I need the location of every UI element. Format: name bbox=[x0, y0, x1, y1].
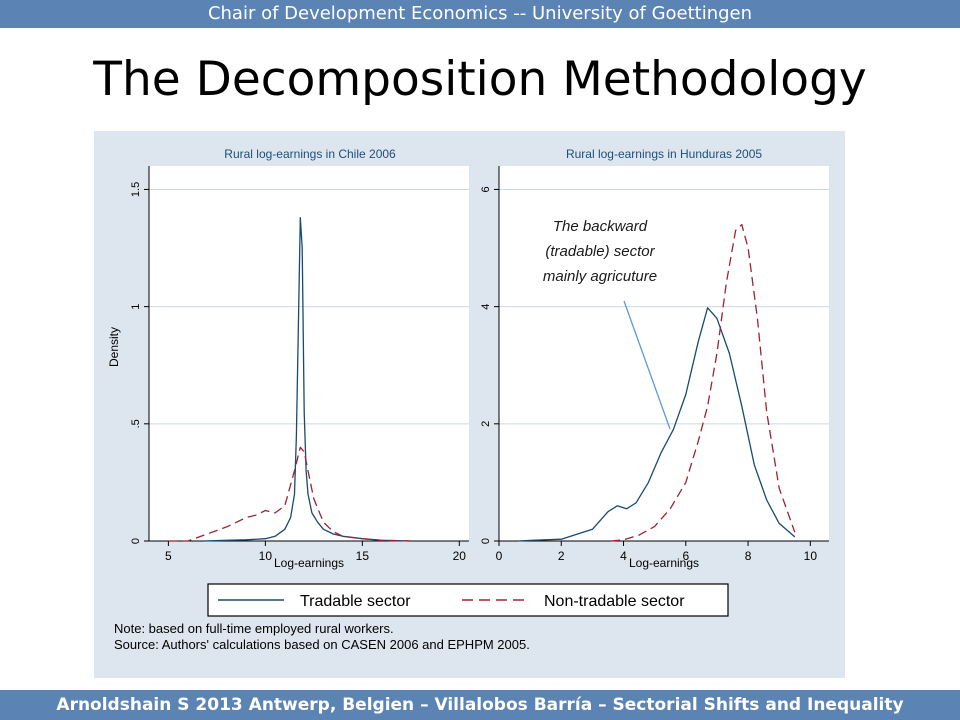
slide-title: The Decomposition Methodology bbox=[93, 52, 867, 107]
legend-non-tradable-label: Non-tradable sector bbox=[544, 593, 685, 610]
chile-y-tick-label: 0 bbox=[130, 538, 142, 544]
honduras-y-tick-label: 6 bbox=[480, 186, 492, 192]
honduras-tradable-line bbox=[517, 307, 796, 542]
chile-y-axis-label: Density bbox=[107, 327, 121, 367]
legend: Tradable sector Non-tradable sector bbox=[207, 583, 729, 617]
chile-x-tick-label: 15 bbox=[356, 549, 370, 563]
annotation-line-2: (tradable) sector bbox=[545, 243, 655, 260]
chile-non-tradable-line bbox=[168, 446, 411, 542]
annotation-pointer-line bbox=[623, 300, 671, 430]
header-bar: Chair of Development Economics -- Univer… bbox=[0, 0, 960, 28]
chile-panel: Rural log-earnings in Chile 2006 0 .5 1 1.5… bbox=[107, 147, 469, 570]
chile-plot-area bbox=[149, 166, 469, 541]
honduras-x-tick-label: 0 bbox=[496, 549, 503, 563]
honduras-x-tick-label: 2 bbox=[558, 549, 565, 563]
honduras-x-tick-label: 10 bbox=[804, 549, 818, 563]
chile-x-tick-label: 20 bbox=[453, 549, 467, 563]
honduras-y-tick-label: 0 bbox=[480, 538, 492, 544]
chile-y-tick-label: 1.5 bbox=[130, 182, 142, 197]
chile-tradable-line bbox=[203, 216, 411, 542]
chile-x-axis-label: Log-earnings bbox=[274, 556, 344, 570]
footer-bar: Arnoldshain S 2013 Antwerp, Belgien – Vi… bbox=[0, 690, 960, 720]
honduras-x-tick-label: 8 bbox=[745, 549, 752, 563]
honduras-x-tick-label: 4 bbox=[620, 549, 627, 563]
note-line-1: Note: based on full-time employed rural … bbox=[114, 621, 394, 636]
annotation-line-1: The backward bbox=[553, 218, 648, 235]
legend-tradable-label: Tradable sector bbox=[300, 593, 411, 610]
honduras-non-tradable-line bbox=[611, 223, 796, 542]
annotation-box bbox=[519, 209, 679, 289]
figure: Rural log-earnings in Chile 2006 0 .5 1 1.5… bbox=[94, 131, 845, 682]
annotation-line-3: mainly agricuture bbox=[543, 268, 657, 285]
chile-y-tick-label: 1 bbox=[130, 304, 142, 310]
header-text: Chair of Development Economics -- Univer… bbox=[207, 3, 753, 24]
chile-x-tick-label: 10 bbox=[259, 549, 273, 563]
honduras-y-tick-label: 2 bbox=[480, 421, 492, 427]
note-line-2: Source: Authors' calculations based on C… bbox=[114, 637, 530, 652]
honduras-x-tick-label: 6 bbox=[682, 549, 689, 563]
honduras-y-tick-label: 4 bbox=[480, 304, 492, 310]
honduras-chart-title: Rural log-earnings in Hunduras 2005 bbox=[566, 147, 762, 161]
honduras-x-axis-label: Log-earnings bbox=[629, 556, 699, 570]
honduras-panel: Rural log-earnings in Hunduras 2005 0 2 4 6… bbox=[480, 147, 829, 570]
footer-text: Arnoldshain S 2013 Antwerp, Belgien – Vi… bbox=[56, 695, 904, 715]
chile-y-tick-label: .5 bbox=[130, 419, 142, 428]
chile-chart-title: Rural log-earnings in Chile 2006 bbox=[224, 147, 396, 161]
chart-figure: Rural log-earnings in Chile 2006 0 .5 1 1.5… bbox=[94, 131, 845, 678]
annotation-text: The backward (tradable) sector mainly ag… bbox=[543, 218, 657, 285]
chile-x-tick-label: 5 bbox=[165, 549, 172, 563]
